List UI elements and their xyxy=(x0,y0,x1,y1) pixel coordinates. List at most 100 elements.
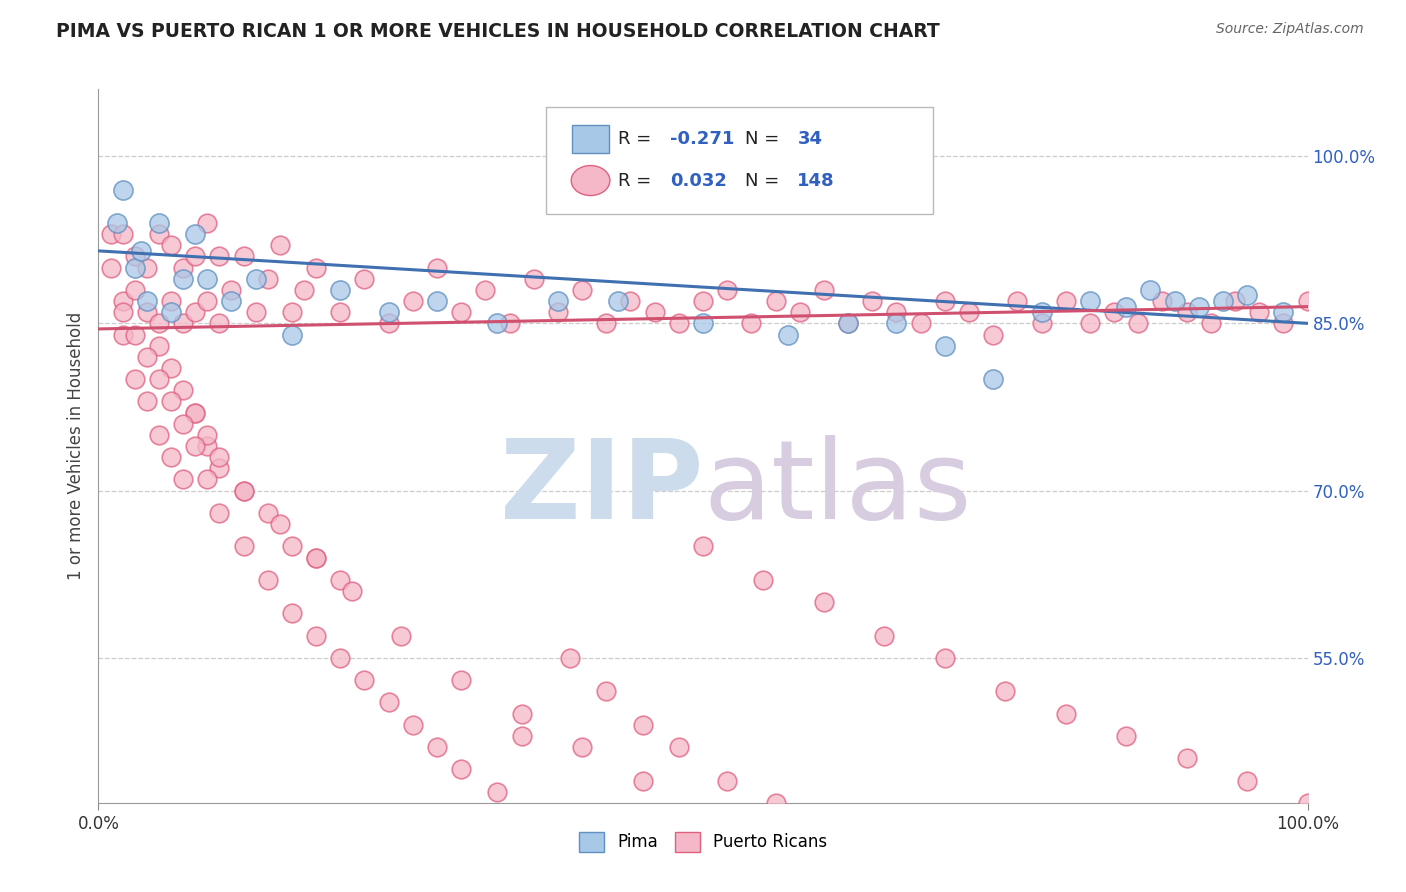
Point xyxy=(1175,751,1198,765)
Text: 0.032: 0.032 xyxy=(671,171,727,189)
Point xyxy=(377,305,399,319)
Text: N =: N = xyxy=(745,171,786,189)
Point xyxy=(232,483,254,498)
Point xyxy=(208,461,231,475)
Point xyxy=(111,305,134,319)
Point xyxy=(1115,729,1137,743)
Point xyxy=(1236,288,1258,302)
Point xyxy=(1054,706,1077,721)
Point xyxy=(305,550,328,565)
Point xyxy=(329,283,352,297)
Text: ZIP: ZIP xyxy=(499,435,703,542)
Point xyxy=(160,305,183,319)
Point xyxy=(281,327,304,342)
Point xyxy=(994,684,1017,698)
Point xyxy=(716,283,738,297)
Point xyxy=(195,293,218,308)
Point xyxy=(124,327,146,342)
Point xyxy=(256,271,278,285)
Point xyxy=(111,327,134,342)
Point xyxy=(135,350,157,364)
Point xyxy=(450,305,472,319)
Point xyxy=(873,840,896,855)
Point xyxy=(245,271,267,285)
Point xyxy=(644,305,666,319)
Point xyxy=(692,539,714,553)
Point xyxy=(100,260,122,275)
Point xyxy=(269,516,291,531)
Point xyxy=(172,472,194,486)
Point xyxy=(934,293,956,308)
Point xyxy=(329,573,352,587)
Point xyxy=(1212,293,1234,308)
Point xyxy=(377,316,399,330)
Point xyxy=(571,283,593,297)
Point xyxy=(450,673,472,687)
Point xyxy=(184,305,207,319)
Point xyxy=(148,227,170,241)
Point xyxy=(148,316,170,330)
Point xyxy=(184,249,207,263)
Point xyxy=(765,293,787,308)
Point xyxy=(195,472,218,486)
Point xyxy=(256,573,278,587)
Point xyxy=(111,293,134,308)
Point xyxy=(1031,316,1053,330)
Point xyxy=(1236,773,1258,788)
Point xyxy=(860,293,883,308)
Point xyxy=(195,216,218,230)
Point xyxy=(377,696,399,710)
Point xyxy=(124,283,146,297)
Point xyxy=(292,283,315,297)
Point xyxy=(281,305,304,319)
Point xyxy=(510,706,533,721)
Point xyxy=(474,283,496,297)
Point xyxy=(692,293,714,308)
Point xyxy=(256,506,278,520)
Point xyxy=(135,260,157,275)
Point xyxy=(124,260,146,275)
Point xyxy=(1249,305,1271,319)
Point xyxy=(160,450,183,464)
Point xyxy=(873,628,896,642)
Point xyxy=(232,483,254,498)
Text: 148: 148 xyxy=(797,171,835,189)
Point xyxy=(752,573,775,587)
Point xyxy=(195,439,218,453)
Point xyxy=(135,305,157,319)
Text: atlas: atlas xyxy=(703,435,972,542)
Point xyxy=(232,539,254,553)
Point xyxy=(813,283,835,297)
Point xyxy=(486,316,509,330)
Point xyxy=(329,651,352,665)
Point xyxy=(124,372,146,386)
Point xyxy=(957,305,980,319)
Point xyxy=(105,216,128,230)
Point xyxy=(450,762,472,776)
Point xyxy=(148,427,170,442)
Point xyxy=(1296,293,1319,308)
Text: R =: R = xyxy=(619,130,658,148)
FancyBboxPatch shape xyxy=(546,107,932,214)
Point xyxy=(813,595,835,609)
Point xyxy=(184,439,207,453)
Point xyxy=(184,227,207,241)
Point xyxy=(837,316,859,330)
Point xyxy=(160,238,183,252)
Point xyxy=(886,305,908,319)
Point xyxy=(160,293,183,308)
Point xyxy=(184,405,207,419)
Point xyxy=(353,271,375,285)
Point xyxy=(172,384,194,398)
Y-axis label: 1 or more Vehicles in Household: 1 or more Vehicles in Household xyxy=(66,312,84,580)
Point xyxy=(607,293,630,308)
Point xyxy=(1223,293,1246,308)
Point xyxy=(1115,300,1137,314)
Point xyxy=(1188,300,1211,314)
Point xyxy=(124,249,146,263)
Point xyxy=(994,885,1017,892)
Point xyxy=(1007,293,1029,308)
Text: R =: R = xyxy=(619,171,658,189)
Point xyxy=(402,717,425,731)
Point xyxy=(1102,305,1125,319)
